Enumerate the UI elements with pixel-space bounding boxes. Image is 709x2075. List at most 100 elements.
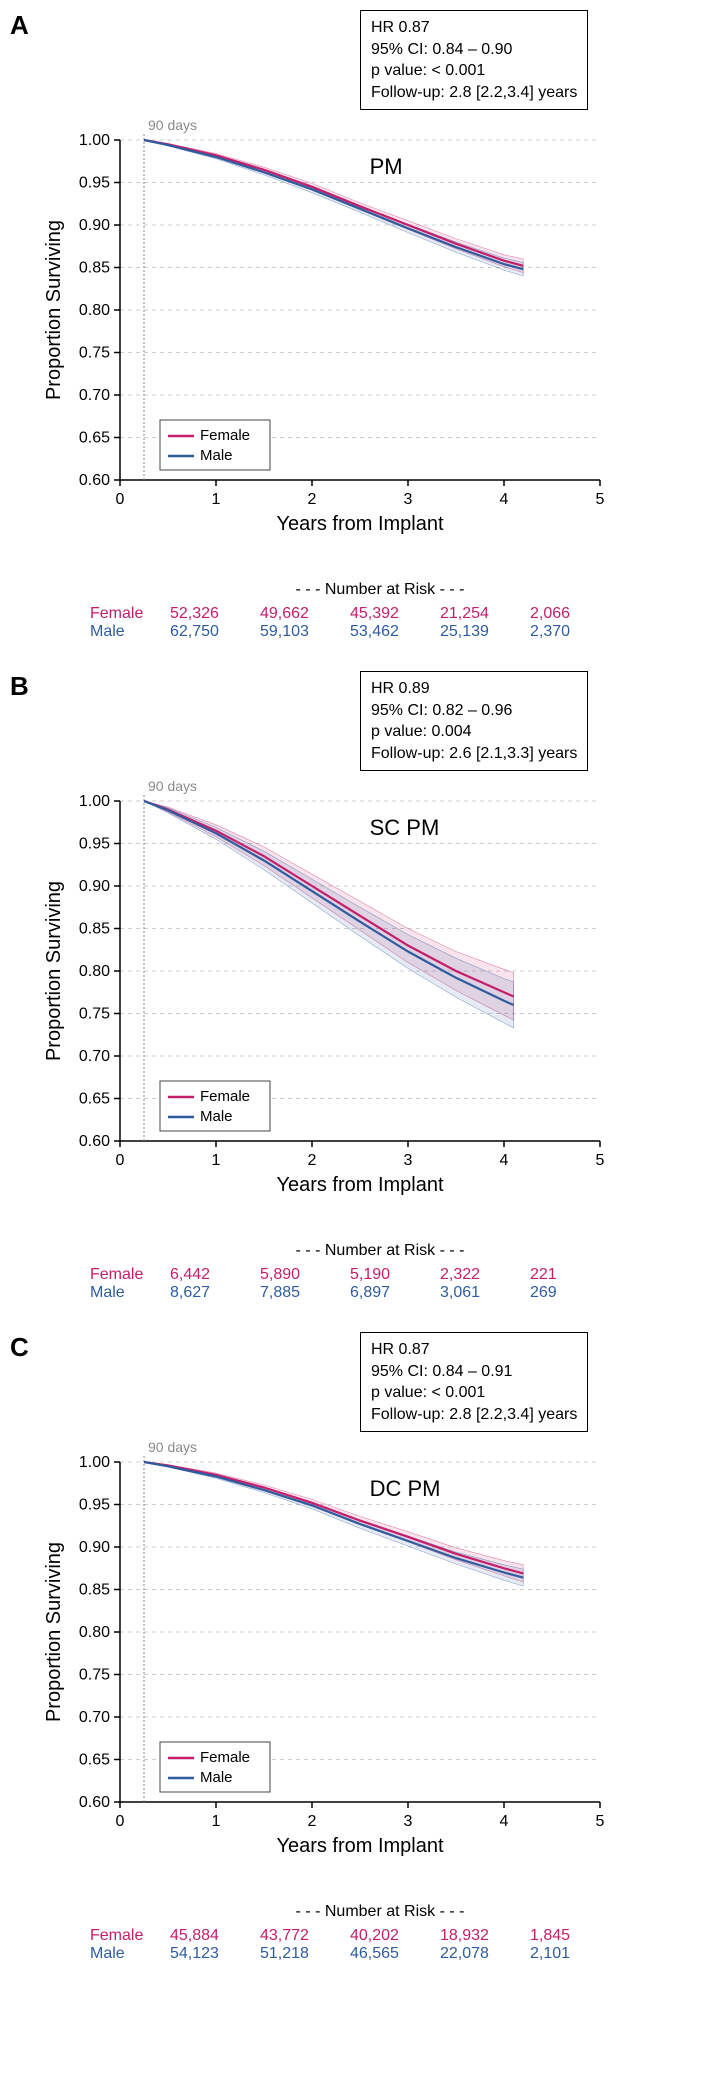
risk-row-female: Female52,32649,66245,39221,2542,066 xyxy=(90,605,670,623)
ylabel: Proportion Surviving xyxy=(43,220,65,400)
risk-table: - - - Number at Risk - - - Female45,88443… xyxy=(90,1903,670,1963)
risk-row-male: Male62,75059,10353,46225,1392,370 xyxy=(90,623,670,641)
stat-ci: 95% CI: 0.84 – 0.90 xyxy=(371,39,577,61)
ytick-label: 0.60 xyxy=(79,472,110,489)
legend-female: Female xyxy=(200,1749,250,1766)
ytick-label: 0.70 xyxy=(79,387,110,404)
ytick-label: 0.90 xyxy=(79,217,110,234)
ytick-label: 0.85 xyxy=(79,1582,110,1599)
ytick-label: 0.65 xyxy=(79,430,110,447)
stat-hr: HR 0.87 xyxy=(371,17,577,39)
ylabel: Proportion Surviving xyxy=(43,881,65,1061)
legend-male: Male xyxy=(200,1769,233,1786)
stat-ci: 95% CI: 0.82 – 0.96 xyxy=(371,700,577,722)
risk-cell: 21,254 xyxy=(440,605,530,623)
risk-cell: 269 xyxy=(530,1284,620,1302)
risk-row-female: Female45,88443,77240,20218,9321,845 xyxy=(90,1927,670,1945)
stat-followup: Follow-up: 2.8 [2.2,3.4] years xyxy=(371,1404,577,1426)
xtick-label: 1 xyxy=(212,1813,221,1830)
risk-cell: 5,190 xyxy=(350,1266,440,1284)
risk-cell: 8,627 xyxy=(170,1284,260,1302)
stats-box: HR 0.87 95% CI: 0.84 – 0.91 p value: < 0… xyxy=(360,1332,588,1432)
xtick-label: 1 xyxy=(212,491,221,508)
risk-header: - - - Number at Risk - - - xyxy=(90,1903,670,1921)
ytick-label: 0.70 xyxy=(79,1709,110,1726)
risk-row-male: Male8,6277,8856,8973,061269 xyxy=(90,1284,670,1302)
ytick-label: 1.00 xyxy=(79,793,110,810)
ytick-label: 0.85 xyxy=(79,921,110,938)
risk-cell: 45,884 xyxy=(170,1927,260,1945)
ytick-label: 1.00 xyxy=(79,1454,110,1471)
risk-cell: 1,845 xyxy=(530,1927,620,1945)
xtick-label: 1 xyxy=(212,1152,221,1169)
xtick-label: 4 xyxy=(500,491,509,508)
xtick-label: 2 xyxy=(308,491,317,508)
legend-male: Male xyxy=(200,447,233,464)
ytick-label: 0.65 xyxy=(79,1091,110,1108)
ninety-day-label: 90 days xyxy=(148,778,197,794)
curve-female xyxy=(144,140,523,266)
risk-cell: 221 xyxy=(530,1266,620,1284)
ytick-label: 0.60 xyxy=(79,1133,110,1150)
risk-cell: 43,772 xyxy=(260,1927,350,1945)
xtick-label: 0 xyxy=(116,1152,125,1169)
risk-cell: 51,218 xyxy=(260,1945,350,1963)
xtick-label: 3 xyxy=(404,491,413,508)
xtick-label: 3 xyxy=(404,1813,413,1830)
xtick-label: 2 xyxy=(308,1152,317,1169)
risk-cell: 6,897 xyxy=(350,1284,440,1302)
ytick-label: 0.95 xyxy=(79,175,110,192)
risk-cell: 40,202 xyxy=(350,1927,440,1945)
ninety-day-label: 90 days xyxy=(148,117,197,133)
risk-cell: 6,442 xyxy=(170,1266,260,1284)
stat-followup: Follow-up: 2.6 [2.1,3.3] years xyxy=(371,743,577,765)
stat-ci: 95% CI: 0.84 – 0.91 xyxy=(371,1361,577,1383)
risk-cell: 2,322 xyxy=(440,1266,530,1284)
stat-p: p value: < 0.001 xyxy=(371,1382,577,1404)
xtick-label: 4 xyxy=(500,1813,509,1830)
legend-male: Male xyxy=(200,1108,233,1125)
xtick-label: 0 xyxy=(116,1813,125,1830)
stat-hr: HR 0.89 xyxy=(371,678,577,700)
ytick-label: 0.80 xyxy=(79,963,110,980)
chart-title: DC PM xyxy=(370,1476,441,1501)
ytick-label: 1.00 xyxy=(79,132,110,149)
xtick-label: 5 xyxy=(596,1152,605,1169)
ylabel: Proportion Surviving xyxy=(43,1542,65,1722)
risk-table: - - - Number at Risk - - -Female52,32649… xyxy=(90,581,670,641)
ytick-label: 0.85 xyxy=(79,260,110,277)
chart-title: PM xyxy=(370,154,403,179)
xtick-label: 5 xyxy=(596,1813,605,1830)
xtick-label: 4 xyxy=(500,1152,509,1169)
xlabel: Years from Implant xyxy=(276,513,444,535)
risk-cell: 59,103 xyxy=(260,623,350,641)
risk-cell: 7,885 xyxy=(260,1284,350,1302)
ytick-label: 0.65 xyxy=(79,1752,110,1769)
risk-cell: 49,662 xyxy=(260,605,350,623)
ytick-label: 0.75 xyxy=(79,345,110,362)
xtick-label: 2 xyxy=(308,1813,317,1830)
ytick-label: 0.75 xyxy=(79,1667,110,1684)
ytick-label: 0.80 xyxy=(79,1624,110,1641)
xtick-label: 0 xyxy=(116,491,125,508)
panel-C: C HR 0.87 95% CI: 0.84 – 0.91 p value: <… xyxy=(10,1332,699,1963)
curve-male xyxy=(144,1462,523,1578)
risk-cell: 54,123 xyxy=(170,1945,260,1963)
curve-male xyxy=(144,140,523,269)
panel-label: B xyxy=(10,671,29,702)
chart-title: SC PM xyxy=(370,815,440,840)
risk-cell: 53,462 xyxy=(350,623,440,641)
panel-label: A xyxy=(10,10,29,41)
ytick-label: 0.70 xyxy=(79,1048,110,1065)
risk-cell: 18,932 xyxy=(440,1927,530,1945)
xtick-label: 5 xyxy=(596,491,605,508)
xlabel: Years from Implant xyxy=(276,1174,444,1196)
ytick-label: 0.95 xyxy=(79,836,110,853)
figure-container: A HR 0.87 95% CI: 0.84 – 0.90 p value: <… xyxy=(10,10,699,1963)
ytick-label: 0.90 xyxy=(79,878,110,895)
stat-p: p value: 0.004 xyxy=(371,721,577,743)
risk-cell: 22,078 xyxy=(440,1945,530,1963)
panel-B: B HR 0.89 95% CI: 0.82 – 0.96 p value: 0… xyxy=(10,671,699,1302)
risk-row-female: Female6,4425,8905,1902,322221 xyxy=(90,1266,670,1284)
stat-followup: Follow-up: 2.8 [2.2,3.4] years xyxy=(371,82,577,104)
